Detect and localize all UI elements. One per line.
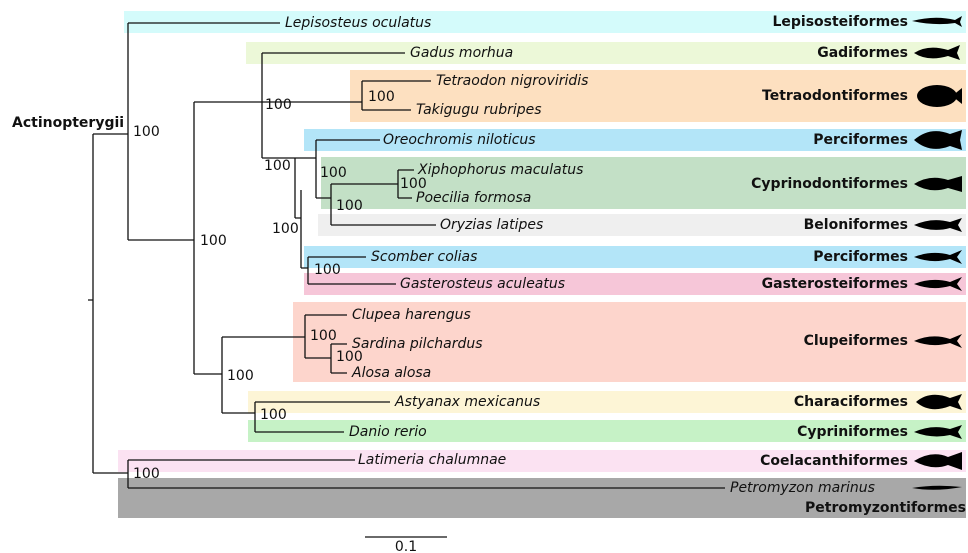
support-value: 100: [336, 349, 363, 365]
order-label: Beloniformes: [804, 217, 908, 233]
taxon: Lepisosteus oculatus: [285, 15, 431, 31]
support-value: 100: [265, 97, 292, 113]
taxon: Xiphophorus maculatus: [417, 162, 583, 178]
taxon: Poecilia formosa: [416, 190, 531, 206]
taxon: Clupea harengus: [352, 307, 471, 323]
support-value: 100: [260, 407, 287, 423]
order-label: Cypriniformes: [797, 424, 908, 440]
support-value: 100: [133, 124, 160, 140]
taxon: Alosa alosa: [351, 365, 431, 381]
order-label: Gadiformes: [817, 45, 908, 61]
order-label: Characiformes: [794, 394, 908, 410]
order-label: Petromyzontiformes: [805, 500, 966, 516]
tree-diagram: Actinopterygii Lepisosteus oculatus Gadu…: [0, 0, 968, 553]
taxon: Oryzias latipes: [440, 217, 543, 233]
support-value: 100: [133, 466, 160, 482]
root-label: Actinopterygii: [12, 115, 124, 131]
taxon: Gadus morhua: [410, 45, 513, 61]
taxon: Gasterosteus aculeatus: [400, 276, 565, 292]
support-value: 100: [272, 221, 299, 237]
taxon: Astyanax mexicanus: [394, 394, 540, 410]
order-label: Tetraodontiformes: [762, 88, 908, 104]
taxon: Takigugu rubripes: [416, 102, 542, 118]
support-value: 100: [264, 158, 291, 174]
taxon: Oreochromis niloticus: [383, 132, 536, 148]
taxon: Scomber colias: [371, 249, 477, 265]
order-label: Cyprinodontiformes: [751, 176, 908, 192]
support-value: 100: [310, 328, 337, 344]
support-value: 100: [400, 176, 427, 192]
order-label: Gasterosteiformes: [762, 276, 908, 292]
support-value: 100: [368, 89, 395, 105]
support-value: 100: [314, 262, 341, 278]
fish-icon: [917, 85, 957, 107]
order-label: Clupeiformes: [804, 333, 908, 349]
order-label: Coelacanthiformes: [760, 453, 908, 469]
order-label: Lepisosteiformes: [772, 14, 908, 30]
support-value: 100: [200, 233, 227, 249]
taxon: Petromyzon marinus: [730, 480, 875, 496]
taxon: Latimeria chalumnae: [358, 452, 506, 468]
order-label: Perciformes: [813, 249, 908, 265]
order-label: Perciformes: [813, 132, 908, 148]
taxon: Tetraodon nigroviridis: [436, 73, 588, 89]
support-value: 100: [336, 198, 363, 214]
scale-label: 0.1: [395, 539, 417, 553]
support-value: 100: [320, 165, 347, 181]
taxon: Sardina pilchardus: [352, 336, 483, 352]
support-value: 100: [227, 368, 254, 384]
taxon: Danio rerio: [349, 424, 427, 440]
